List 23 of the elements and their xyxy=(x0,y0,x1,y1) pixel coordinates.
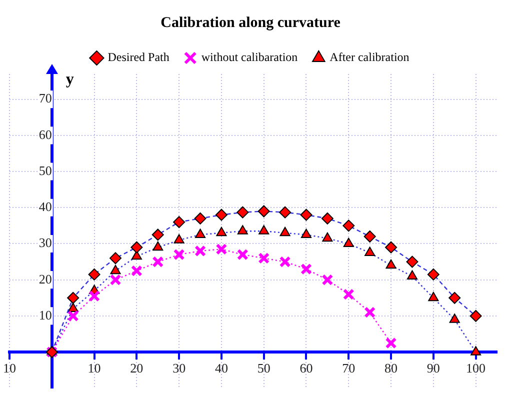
y-tick-label: 20 xyxy=(38,271,52,286)
x-tick-label: 50 xyxy=(257,360,270,376)
x-tick-label: 60 xyxy=(300,360,313,376)
x-tick-label: 10 xyxy=(3,360,16,376)
x-tick-label: 90 xyxy=(426,360,440,376)
x-tick-label: 40 xyxy=(214,360,228,376)
chart-title: Calibration along curvature xyxy=(160,14,341,31)
x-tick-label: 100 xyxy=(466,360,486,376)
y-tick-label: 40 xyxy=(38,199,52,214)
x-tick-label: 30 xyxy=(172,360,186,376)
x-tick-label: 70 xyxy=(342,360,356,376)
x-tick-label: 10 xyxy=(88,360,101,376)
y-tick-label: 30 xyxy=(38,235,52,250)
x-tick-label: 20 xyxy=(130,360,144,376)
y-tick-label: 50 xyxy=(38,162,52,178)
y-axis-title: y xyxy=(66,71,74,88)
legend-label: Desired Path xyxy=(108,50,170,64)
y-tick-label: 70 xyxy=(38,90,52,106)
y-tick-label: 60 xyxy=(38,126,52,142)
y-tick-label: 10 xyxy=(38,307,52,322)
legend-label: without calibaration xyxy=(201,50,298,64)
legend-label: After calibration xyxy=(330,50,410,64)
x-tick-label: 80 xyxy=(384,360,398,376)
